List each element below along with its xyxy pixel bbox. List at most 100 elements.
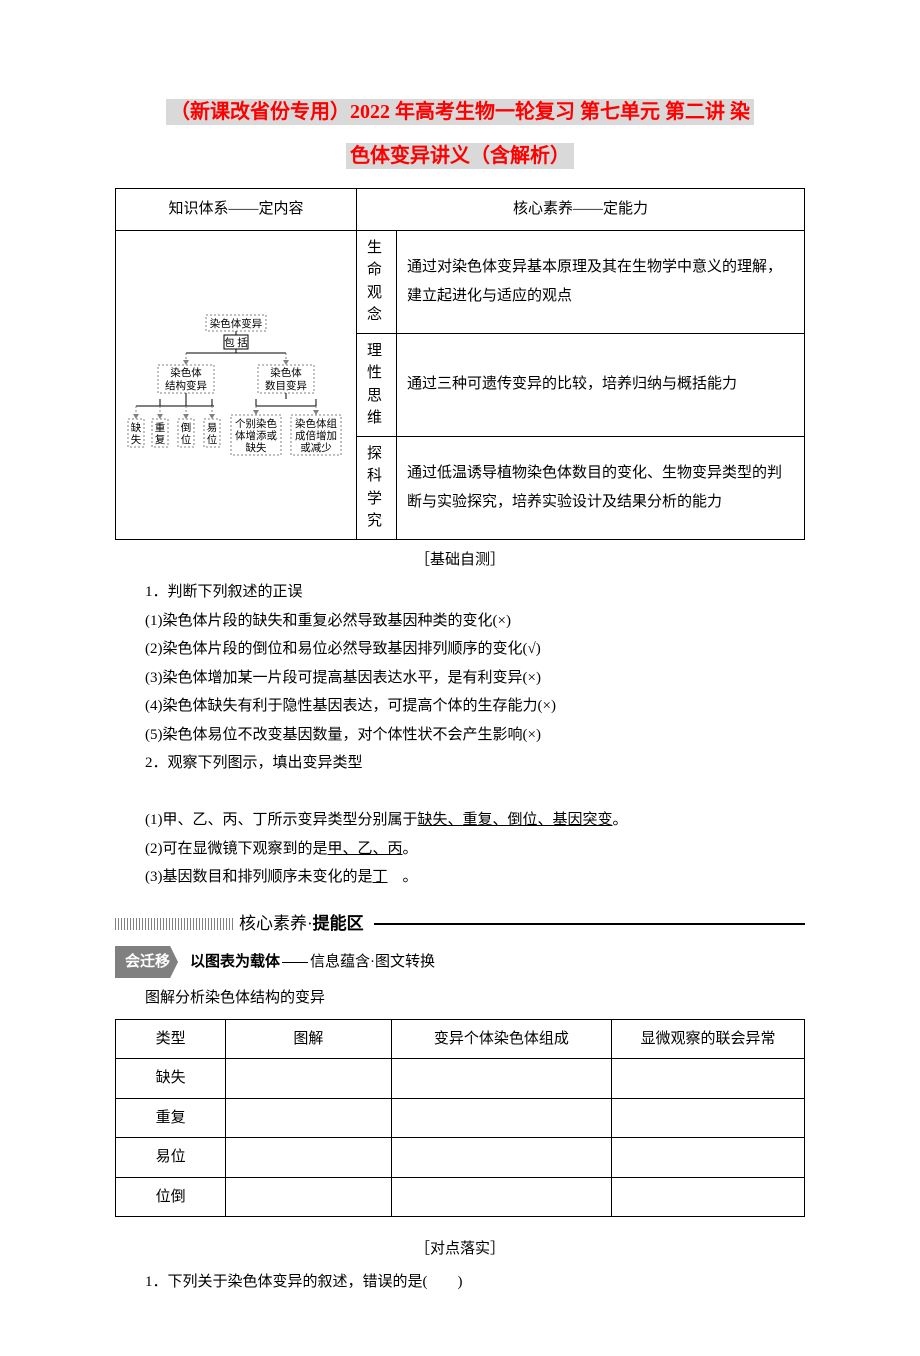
svg-text:染色体: 染色体: [170, 366, 202, 379]
analysis-header: 图解分析染色体结构的变异: [115, 984, 805, 1013]
empty-cell: [391, 1177, 611, 1217]
header-right: 核心素养——定能力: [357, 189, 805, 231]
q1-item: (3)染色体增加某一片段可提高基因表达水平，是有利变异(×): [115, 664, 805, 693]
svg-text:个别染色: 个别染色: [235, 417, 277, 430]
empty-cell: [226, 1138, 391, 1178]
q1-5-text: (5)染色体易位不改变基因数量，对个体性状不会产生影响: [145, 727, 523, 743]
empty-cell: [226, 1059, 391, 1099]
svg-text:染色体组: 染色体组: [295, 417, 337, 430]
type-table-row: 重复: [116, 1098, 805, 1138]
migrate-desc-bold: 以图表为载体: [190, 954, 280, 970]
svg-text:数目变异: 数目变异: [265, 379, 307, 392]
row-label-rational: 理性思维: [357, 333, 397, 436]
competency-bold: 提能区: [313, 914, 364, 933]
q2-3-suffix: 。: [388, 869, 418, 885]
q2-3-prefix: (3)基因数目和排列顺序未变化的是: [145, 869, 373, 885]
q1-item: (1)染色体片段的缺失和重复必然导致基因种类的变化(×): [115, 607, 805, 636]
q2-ans2: (2)可在显微镜下观察到的是甲、乙、丙。: [115, 835, 805, 864]
svg-text:染色体变异: 染色体变异: [210, 317, 263, 330]
doc-title-line2: 色体变异讲义（含解析）: [346, 143, 574, 169]
row-text-inquiry: 通过低温诱导植物染色体数目的变化、生物变异类型的判断与实验探究，培养实验设计及结…: [397, 436, 805, 539]
svg-text:体增添或: 体增添或: [235, 429, 277, 442]
doc-title-line1: （新课改省份专用）2022 年高考生物一轮复习 第七单元 第二讲 染: [166, 99, 754, 125]
q2-2-underline: 甲、乙、丙: [328, 841, 403, 857]
migrate-desc-tail: 信息蕴含·图文转换: [310, 954, 435, 970]
row-label-inquiry: 探科学究: [357, 436, 397, 539]
q2-ans3: (3)基因数目和排列顺序未变化的是丁 。: [115, 863, 805, 892]
empty-cell: [612, 1177, 805, 1217]
q2-figure-placeholder: [115, 778, 805, 807]
q1-3-mark: (×): [523, 670, 541, 686]
empty-cell: [612, 1098, 805, 1138]
q2-3-underline: 丁: [373, 869, 388, 885]
q2-1-prefix: (1)甲、乙、丙、丁所示变异类型分别属于: [145, 812, 418, 828]
q1-1-text: (1)染色体片段的缺失和重复必然导致基因种类的变化: [145, 613, 493, 629]
q2-2-suffix: 。: [403, 841, 418, 857]
competency-text: 核心素养·提能区: [239, 908, 364, 940]
th-type: 类型: [116, 1019, 226, 1059]
q1-stem: 1．判断下列叙述的正误: [115, 578, 805, 607]
svg-text:包 括: 包 括: [224, 336, 248, 349]
empty-cell: [391, 1138, 611, 1178]
q1-item: (5)染色体易位不改变基因数量，对个体性状不会产生影响(×): [115, 721, 805, 750]
svg-text:或减少: 或减少: [300, 442, 332, 454]
table-header-row: 知识体系——定内容 核心素养——定能力: [116, 189, 805, 231]
basic-test-label: ［基础自测］: [115, 546, 805, 575]
svg-text:位: 位: [207, 433, 218, 446]
concept-diagram: .dbox { fill:#fff; stroke:#808080; strok…: [126, 313, 346, 479]
q1-1-mark: (×): [493, 613, 511, 629]
competency-bar: 核心素养·提能区: [115, 908, 805, 940]
type-cell: 易位: [116, 1138, 226, 1178]
dd-label: ［对点落实］: [115, 1235, 805, 1264]
q1-2-mark: (√): [523, 641, 541, 657]
q1-item: (4)染色体缺失有利于隐性基因表达，可提高个体的生存能力(×): [115, 692, 805, 721]
q2-stem: 2．观察下列图示，填出变异类型: [115, 749, 805, 778]
svg-text:结构变异: 结构变异: [165, 379, 207, 392]
q2-ans1: (1)甲、乙、丙、丁所示变异类型分别属于缺失、重复、倒位、基因突变。: [115, 806, 805, 835]
empty-cell: [612, 1138, 805, 1178]
empty-cell: [226, 1098, 391, 1138]
header-left: 知识体系——定内容: [116, 189, 357, 231]
type-table: 类型 图解 变异个体染色体组成 显微观察的联会异常 缺失 重复 易位 位倒: [115, 1019, 805, 1218]
empty-cell: [226, 1177, 391, 1217]
type-table-row: 位倒: [116, 1177, 805, 1217]
type-table-header-row: 类型 图解 变异个体染色体组成 显微观察的联会异常: [116, 1019, 805, 1059]
q1-2-text: (2)染色体片段的倒位和易位必然导致基因排列顺序的变化: [145, 641, 523, 657]
hatch-pattern: [115, 918, 235, 930]
row-text-life: 通过对染色体变异基本原理及其在生物学中意义的理解，建立起进化与适应的观点: [397, 230, 805, 333]
type-table-row: 易位: [116, 1138, 805, 1178]
svg-text:缺: 缺: [131, 421, 142, 434]
thin-line-icon: [282, 962, 308, 963]
diagram-cell: .dbox { fill:#fff; stroke:#808080; strok…: [116, 230, 357, 539]
q2-2-prefix: (2)可在显微镜下观察到的是: [145, 841, 328, 857]
type-table-row: 缺失: [116, 1059, 805, 1099]
svg-text:易: 易: [207, 422, 218, 434]
th-diagram: 图解: [226, 1019, 391, 1059]
migrate-desc: 以图表为载体 信息蕴含·图文转换: [190, 948, 435, 977]
competency-line: [374, 923, 805, 925]
q3-stem: 1．下列关于染色体变异的叙述，错误的是( ): [115, 1268, 805, 1297]
row-label-life: 生命观念: [357, 230, 397, 333]
svg-text:位: 位: [181, 433, 192, 446]
q2-1-suffix: 。: [613, 812, 628, 828]
migrate-badge: 会迁移: [115, 946, 178, 979]
svg-text:缺失: 缺失: [246, 441, 267, 454]
empty-cell: [612, 1059, 805, 1099]
q1-4-mark: (×): [538, 698, 556, 714]
svg-text:染色体: 染色体: [270, 366, 302, 379]
empty-cell: [391, 1098, 611, 1138]
empty-cell: [391, 1059, 611, 1099]
svg-text:复: 复: [155, 433, 166, 446]
svg-text:倒: 倒: [181, 422, 192, 434]
type-cell: 重复: [116, 1098, 226, 1138]
th-observe: 显微观察的联会异常: [612, 1019, 805, 1059]
table-row: .dbox { fill:#fff; stroke:#808080; strok…: [116, 230, 805, 333]
main-table: 知识体系——定内容 核心素养——定能力 .dbox { fill:#fff; s…: [115, 188, 805, 540]
q2-1-underline: 缺失、重复、倒位、基因突变: [418, 812, 613, 828]
type-cell: 缺失: [116, 1059, 226, 1099]
doc-title-wrap: （新课改省份专用）2022 年高考生物一轮复习 第七单元 第二讲 染 色体变异讲…: [115, 90, 805, 178]
q1-3-text: (3)染色体增加某一片段可提高基因表达水平，是有利变异: [145, 670, 523, 686]
q1-4-text: (4)染色体缺失有利于隐性基因表达，可提高个体的生存能力: [145, 698, 538, 714]
th-composition: 变异个体染色体组成: [391, 1019, 611, 1059]
type-cell: 位倒: [116, 1177, 226, 1217]
